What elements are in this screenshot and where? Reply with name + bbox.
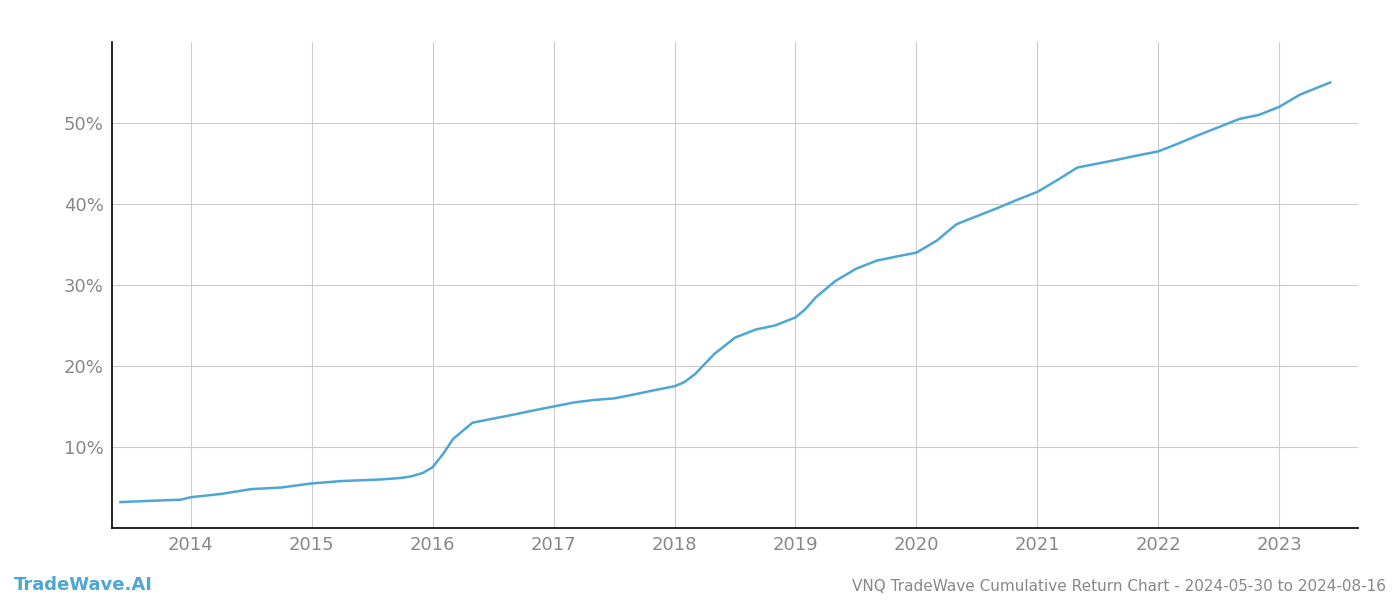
Text: TradeWave.AI: TradeWave.AI <box>14 576 153 594</box>
Text: VNQ TradeWave Cumulative Return Chart - 2024-05-30 to 2024-08-16: VNQ TradeWave Cumulative Return Chart - … <box>853 579 1386 594</box>
